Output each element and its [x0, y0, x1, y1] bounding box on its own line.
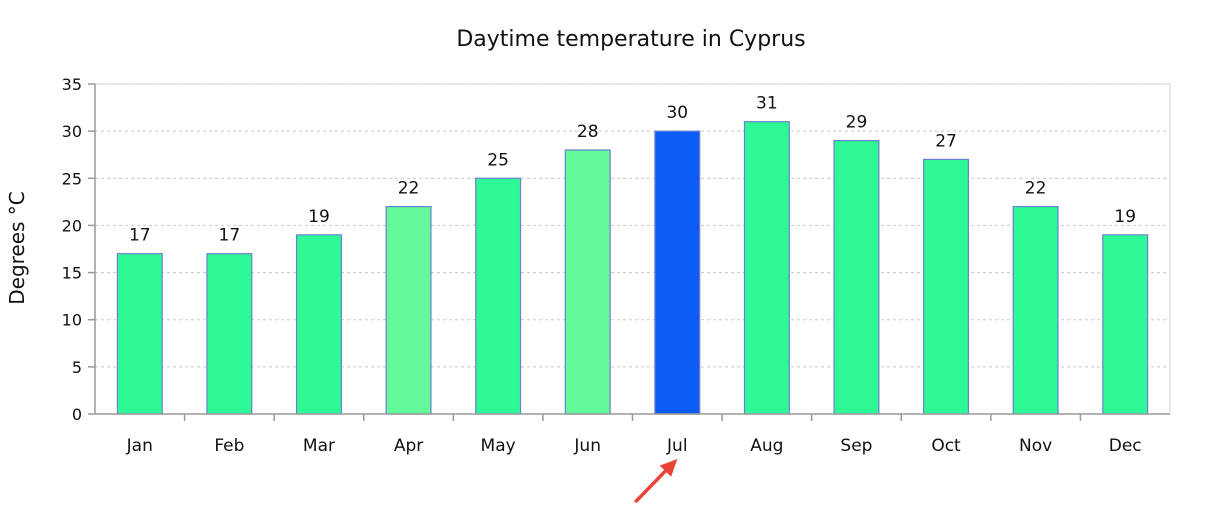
- bars: [116, 121, 1149, 415]
- bar-jun: [564, 149, 611, 415]
- y-tick-label: 35: [62, 75, 82, 94]
- data-label-aug: 31: [756, 94, 778, 114]
- x-tick-label-jan: Jan: [126, 436, 153, 456]
- bar-mar: [295, 234, 342, 415]
- y-tick-label: 25: [62, 169, 82, 188]
- y-tick-label: 10: [62, 311, 82, 330]
- bar-sep: [833, 139, 880, 415]
- data-label-nov: 22: [1025, 179, 1047, 199]
- y-tick-label: 15: [62, 264, 82, 283]
- data-label-sep: 29: [846, 113, 868, 133]
- data-label-apr: 22: [398, 179, 420, 199]
- y-axis-ticks: 0 5 10 15 20 25 30 35: [62, 75, 95, 424]
- data-label-oct: 27: [935, 131, 957, 151]
- y-axis-label: Degrees °C: [5, 191, 29, 305]
- bar-nov: [1012, 205, 1059, 415]
- x-tick-label-dec: Dec: [1109, 436, 1142, 456]
- x-tick-label-apr: Apr: [394, 436, 423, 456]
- x-tick-label-nov: Nov: [1019, 436, 1052, 456]
- data-label-dec: 19: [1114, 207, 1136, 227]
- gridlines: [94, 83, 1171, 415]
- bar-oct: [923, 158, 970, 415]
- x-tick-label-sep: Sep: [840, 436, 872, 456]
- x-tick-label-oct: Oct: [931, 436, 961, 456]
- bar-jan: [116, 253, 163, 415]
- y-tick-label: 5: [72, 358, 82, 377]
- x-tick-label-may: May: [481, 436, 516, 456]
- red-arrow-icon: [634, 459, 678, 503]
- bar-may: [475, 177, 522, 415]
- x-tick-label-feb: Feb: [214, 436, 244, 456]
- data-labels: 17 17 19 22 25 28 30 31 29 27 22 19: [129, 94, 1136, 246]
- bar-dec: [1102, 234, 1149, 415]
- chart-title: Daytime temperature in Cyprus: [456, 27, 805, 52]
- y-tick-label: 0: [72, 405, 82, 424]
- data-label-jan: 17: [129, 226, 151, 246]
- data-label-feb: 17: [219, 226, 241, 246]
- data-label-may: 25: [487, 150, 509, 170]
- bar-apr: [385, 205, 432, 415]
- x-tick-label-jul: Jul: [666, 436, 688, 456]
- y-tick-label: 30: [62, 122, 82, 141]
- y-tick-label: 20: [62, 216, 82, 235]
- x-tick-label-aug: Aug: [750, 436, 783, 456]
- axes: [94, 84, 1170, 415]
- bar-jul: [654, 130, 701, 415]
- bar-feb: [206, 253, 253, 415]
- bar-aug: [743, 121, 790, 415]
- plot-frame: [94, 83, 1171, 415]
- x-axis-ticks: Jan Feb Mar Apr May Jun Jul Aug Sep Oct Nov Dec: [126, 414, 1142, 456]
- x-tick-label-mar: Mar: [303, 436, 335, 456]
- data-label-jun: 28: [577, 122, 599, 142]
- x-tick-label-jun: Jun: [573, 436, 601, 456]
- data-label-jul: 30: [666, 103, 688, 123]
- data-label-mar: 19: [308, 207, 330, 227]
- annotation: [634, 459, 678, 503]
